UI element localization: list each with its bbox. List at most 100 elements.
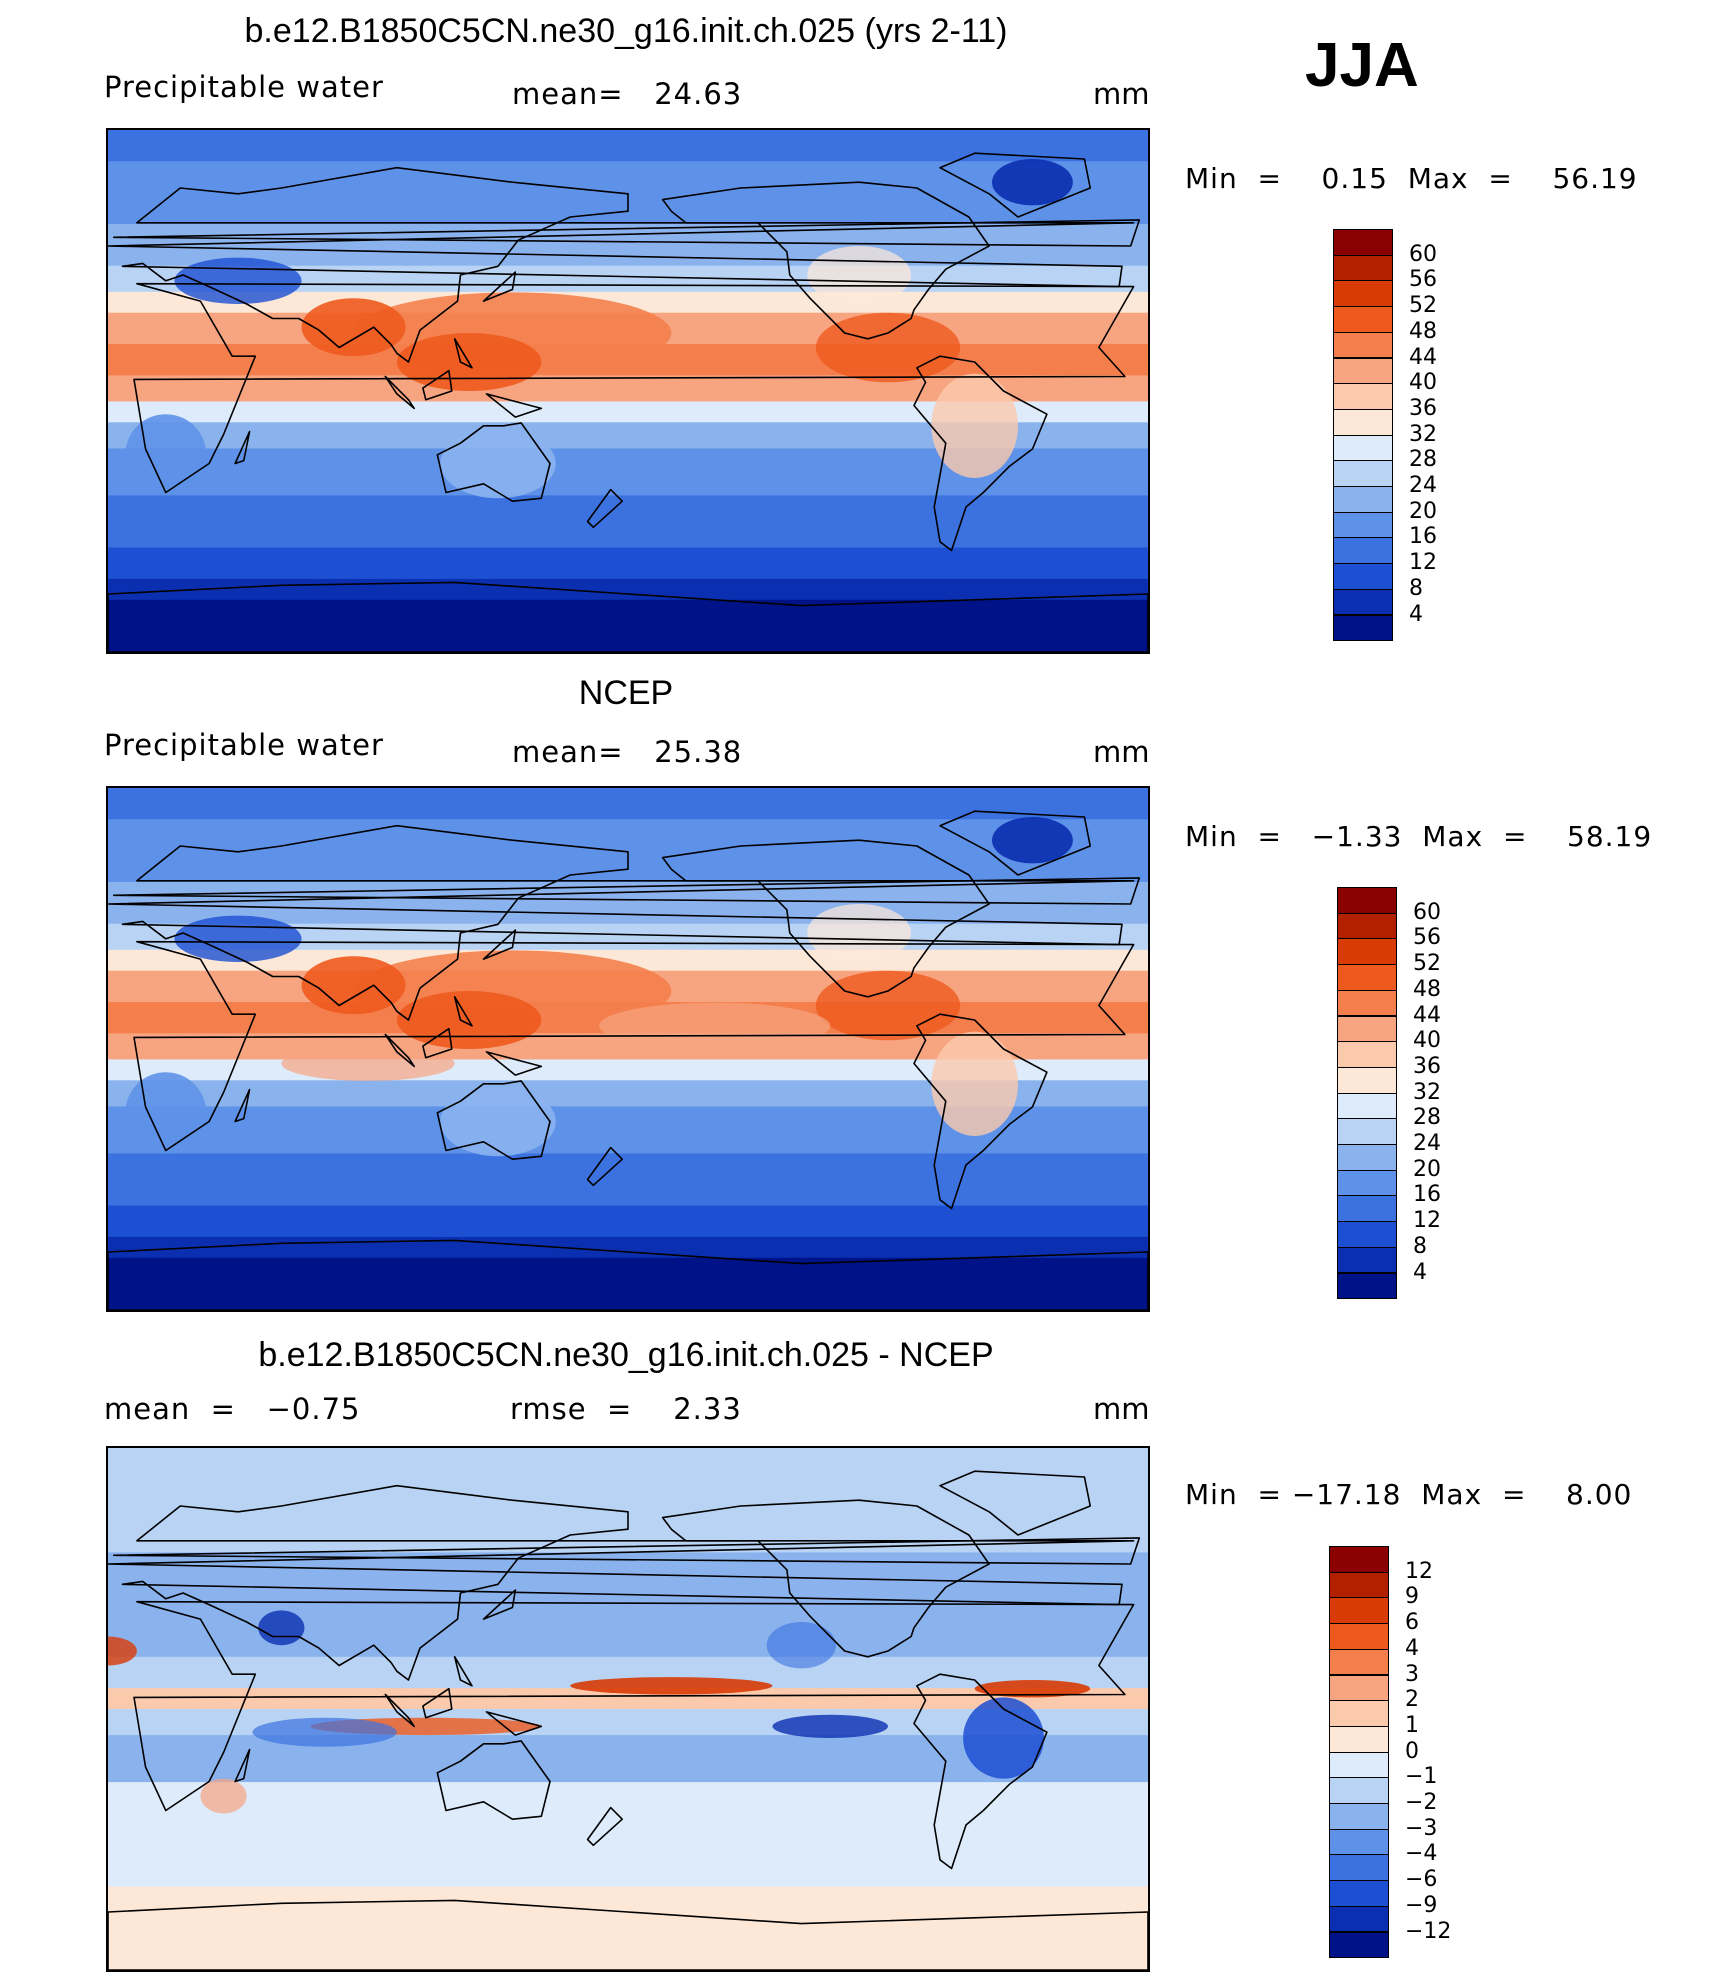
colorbar-box [1329,1777,1389,1804]
colorbar-tick-label: 12 [1413,1208,1441,1234]
colorbar-tick-label: 4 [1405,1635,1419,1661]
panel-1-colorbar: 60 56 52 48 44 40 36 32 28 24 20 16 12 8 4 [1333,229,1473,642]
panel-3-units-label: mm [1093,1392,1150,1426]
colorbar-box [1337,1118,1397,1145]
colorbar-box [1337,1246,1397,1274]
colorbar-box [1333,408,1393,436]
panel-1-minmax: Min = 0.15 Max = 56.19 [1185,162,1638,195]
colorbar-box [1337,912,1397,940]
colorbar-tick-label: −1 [1405,1764,1438,1790]
colorbar-box [1329,1546,1389,1573]
colorbar-tick-label: 44 [1413,1002,1441,1028]
colorbar-tick-label: 0 [1405,1738,1419,1764]
colorbar-box [1333,331,1393,359]
colorbar-tick-label: 24 [1413,1131,1441,1156]
colorbar-box [1333,434,1393,462]
panel-1-mean-label: mean= 24.63 [512,77,743,111]
colorbar-tick-label: 8 [1409,575,1423,601]
colorbar-tick-label: −9 [1405,1892,1438,1918]
colorbar-tick-label: 16 [1413,1182,1441,1208]
difference-map [108,1448,1148,1970]
colorbar-box [1329,1623,1389,1650]
colorbar-box [1337,964,1397,991]
colorbar-box [1333,537,1393,565]
colorbar-box [1337,1221,1397,1248]
colorbar-tick-label: 36 [1409,395,1437,421]
colorbar-tick-label: 48 [1413,976,1441,1002]
colorbar-tick-label: 56 [1413,925,1441,951]
colorbar-tick-label: 60 [1413,899,1441,925]
colorbar-box [1337,1066,1397,1094]
season-label: JJA [1305,31,1419,100]
panel-3-title: b.e12.B1850C5CN.ne30_g16.init.ch.025 - N… [258,1336,994,1374]
colorbar-box [1333,614,1393,642]
panel-2-title: NCEP [578,674,674,712]
colorbar-box [1333,306,1393,333]
colorbar-box [1329,1931,1389,1959]
colorbar-box [1337,1195,1397,1223]
panel-2-units-label: mm [1093,735,1150,769]
colorbar-tick-label: 8 [1413,1233,1427,1259]
colorbar-box [1333,280,1393,308]
panel-1-variable-label: Precipitable water [104,70,384,104]
colorbar-tick-label: 32 [1409,421,1437,447]
panel-3-map [106,1446,1150,1972]
colorbar-tick-label: −2 [1405,1790,1438,1815]
colorbar-tick-label: 20 [1409,498,1437,524]
panel-1-units-label: mm [1093,77,1150,111]
colorbar-tick-label: 2 [1405,1687,1419,1713]
colorbar-tick-label: 44 [1409,344,1437,370]
panel-2-mean-label: mean= 25.38 [512,735,743,769]
colorbar-box [1329,1597,1389,1625]
colorbar-tick-label: 20 [1413,1156,1441,1182]
colorbar-box [1329,1880,1389,1907]
colorbar-tick-label: 60 [1409,241,1437,267]
colorbar-tick-label: 52 [1413,951,1441,977]
colorbar-tick-label: 32 [1413,1079,1441,1105]
colorbar-box [1333,563,1393,590]
panel-3-minmax: Min = −17.18 Max = 8.00 [1185,1478,1633,1511]
colorbar-tick-label: 4 [1413,1259,1427,1285]
panel-3-rmse-label: rmse = 2.33 [510,1392,742,1426]
colorbar-box [1333,460,1393,487]
colorbar-box [1333,229,1393,256]
colorbar-box [1329,1648,1389,1676]
colorbar-tick-label: −3 [1405,1815,1438,1841]
colorbar-box [1329,1828,1389,1856]
colorbar-tick-label: −12 [1405,1918,1452,1944]
colorbar-box [1329,1854,1389,1882]
colorbar-box [1333,254,1393,282]
colorbar-tick-label: 28 [1413,1105,1441,1131]
colorbar-tick-label: −6 [1405,1867,1438,1893]
colorbar-tick-label: 9 [1405,1584,1419,1610]
colorbar-tick-label: 40 [1413,1028,1441,1054]
colorbar-tick-label: −4 [1405,1841,1438,1867]
colorbar-box [1329,1674,1389,1702]
panel-1-title: b.e12.B1850C5CN.ne30_g16.init.ch.025 (yr… [244,12,1008,50]
colorbar-box [1329,1571,1389,1599]
colorbar-box [1337,1015,1397,1043]
colorbar-box [1337,1272,1397,1300]
colorbar-box [1337,1144,1397,1171]
colorbar-box [1329,1725,1389,1753]
panel-1-map [106,128,1150,654]
colorbar-tick-label: 24 [1409,473,1437,498]
panel-3-mean-label: mean = −0.75 [104,1392,361,1426]
panel-2-minmax: Min = −1.33 Max = 58.19 [1185,820,1653,853]
colorbar-tick-label: 4 [1409,601,1423,627]
colorbar-tick-label: 28 [1409,447,1437,473]
colorbar-tick-label: 12 [1409,550,1437,576]
colorbar-box [1329,1803,1389,1830]
colorbar-tick-label: 40 [1409,370,1437,396]
colorbar-box [1329,1751,1389,1779]
panel-2-colorbar: 60 56 52 48 44 40 36 32 28 24 20 16 12 8 4 [1337,887,1477,1300]
panel-3-colorbar: 12 9 6 4 3 2 1 0 −1 −2 −3 −4 −6 −9 −12 [1329,1546,1469,1959]
colorbar-tick-label: 56 [1409,267,1437,293]
panel-2-map [106,786,1150,1312]
colorbar-box [1337,1092,1397,1120]
colorbar-box [1333,486,1393,513]
colorbar-tick-label: 6 [1405,1610,1419,1636]
colorbar-box [1333,383,1393,410]
colorbar-tick-label: 1 [1405,1712,1419,1738]
colorbar-box [1329,1905,1389,1933]
